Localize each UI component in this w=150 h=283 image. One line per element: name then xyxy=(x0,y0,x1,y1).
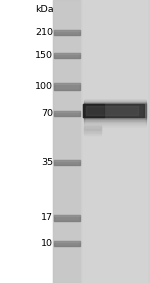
Text: 150: 150 xyxy=(35,51,53,60)
Text: 17: 17 xyxy=(41,213,53,222)
Text: 210: 210 xyxy=(35,28,53,37)
Text: 35: 35 xyxy=(41,158,53,167)
Text: 100: 100 xyxy=(35,82,53,91)
Text: kDa: kDa xyxy=(35,5,53,14)
Text: 10: 10 xyxy=(41,239,53,248)
Text: 70: 70 xyxy=(41,109,53,118)
